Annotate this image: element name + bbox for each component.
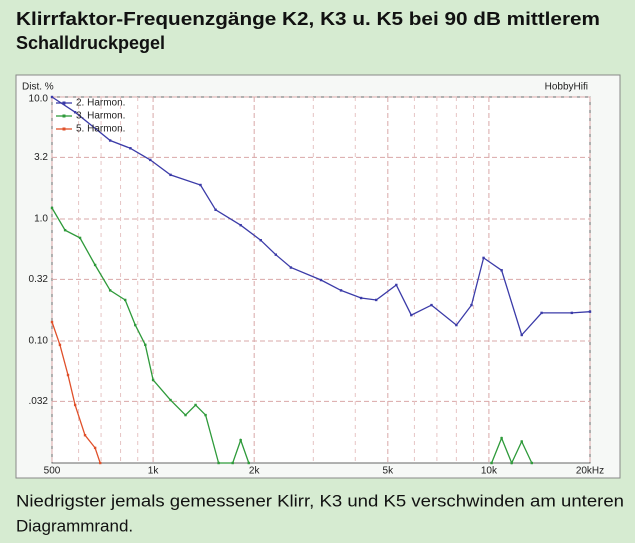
point-marker [395,283,398,287]
point-marker [520,440,523,443]
point-marker [530,461,534,465]
y-tick-label: 0.10 [29,336,49,347]
x-tick-label: 2k [249,466,261,477]
point-marker [410,313,413,317]
point-marker [540,311,543,315]
point-marker [199,183,202,187]
point-marker [93,446,97,450]
point-marker [93,263,97,267]
point-marker [204,413,207,417]
point-marker [184,413,187,417]
point-marker [151,378,155,382]
y-tick-label: 10.0 [29,94,49,105]
y-tick-label: 1.0 [34,214,48,225]
y-tick-label: .032 [29,396,49,407]
point-marker [124,298,127,302]
caption: Diagrammrand. [16,516,133,535]
point-marker [274,253,278,256]
point-marker [144,343,147,347]
point-marker [73,111,77,114]
point-marker [108,289,112,292]
point-marker [500,436,503,440]
point-marker [169,173,172,177]
point-marker [247,461,250,465]
legend-label: 5. Harmon. [76,124,125,135]
point-marker [214,208,217,211]
point-marker [510,461,513,465]
x-tick-label: 5k [383,466,395,477]
chart-title: Klirrfaktor-Frequenzgänge K2, K3 u. K5 b… [16,9,600,29]
point-marker [500,269,503,272]
x-tick-label: 10k [481,466,498,477]
point-marker [66,373,70,377]
brand: HobbyHifi [545,82,588,93]
y-tick-label: 0.32 [29,274,49,285]
y-tick-label: 3.2 [34,152,48,163]
x-tick-label: 500 [44,466,61,477]
point-marker [239,223,242,227]
point-marker [319,278,323,282]
point-marker [359,296,363,300]
point-marker [570,311,574,315]
point-marker [470,303,473,307]
point-marker [134,323,137,327]
x-tick-label: 20kHz [576,466,604,477]
legend-marker [62,114,66,118]
point-marker [374,298,378,302]
point-marker [490,461,493,465]
point-marker [259,239,262,242]
point-marker [455,323,458,327]
x-tick-label: 1k [148,466,160,477]
point-marker [73,403,77,407]
point-marker [289,266,293,269]
point-marker [78,236,82,240]
caption: Niedrigster jemals gemessener Klirr, K3 … [16,491,624,510]
point-marker [231,461,234,465]
chart-subtitle: Schalldruckpegel [16,33,165,53]
legend-marker [62,127,66,131]
point-marker [108,139,112,142]
point-marker [149,158,152,162]
point-marker [50,206,54,210]
point-marker [99,461,102,465]
point-marker [482,256,485,260]
point-marker [194,403,197,407]
point-marker [588,310,592,313]
point-marker [50,320,54,324]
y-axis-label: Dist. % [22,82,54,93]
point-marker [83,433,87,437]
point-marker [217,461,220,465]
point-marker [520,333,523,337]
point-marker [63,228,67,232]
legend-label: 2. Harmon. [76,98,125,109]
point-marker [339,289,343,292]
point-marker [239,438,242,442]
point-marker [58,343,62,347]
point-marker [129,147,132,150]
legend-label: 3. Harmon. [76,111,125,122]
point-marker [169,398,172,402]
point-marker [430,303,433,307]
legend-marker [62,101,66,105]
point-marker [50,95,54,99]
